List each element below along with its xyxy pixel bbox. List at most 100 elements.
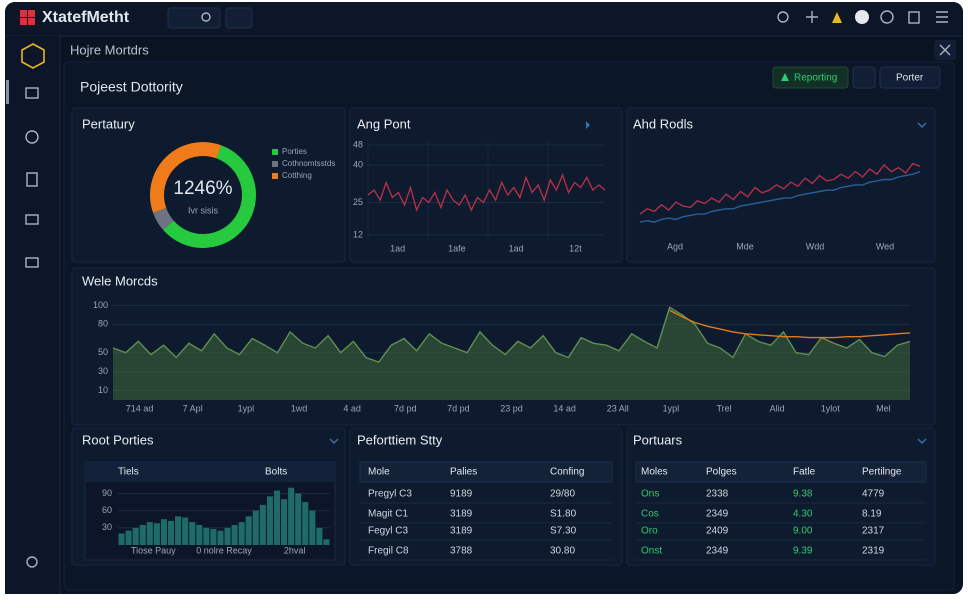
- y-tick-label: 30: [102, 522, 112, 532]
- nav-item[interactable]: [25, 214, 39, 225]
- line: [367, 173, 606, 212]
- breadcrumb: Hojre Mortdrs: [70, 42, 149, 57]
- x-tick-label: 1wd: [291, 403, 308, 413]
- x-tick-label: 1ylot: [821, 403, 841, 413]
- filter-label: Porter: [896, 73, 924, 84]
- bar: [238, 522, 245, 545]
- column-header: Bolts: [265, 467, 287, 478]
- search-box[interactable]: [167, 7, 221, 29]
- menu-button[interactable]: [936, 11, 948, 23]
- table-cell: 2349: [706, 509, 729, 520]
- table-cell: Ons: [641, 489, 659, 500]
- reporting-label: Reporting: [794, 73, 837, 84]
- nav-home[interactable]: [21, 43, 45, 69]
- panel-title: Portuars: [633, 432, 683, 447]
- table-header: [635, 461, 927, 483]
- table-cell: 3189: [450, 509, 473, 520]
- table-cell: 29/80: [550, 489, 575, 500]
- logo: [20, 10, 35, 25]
- x-tick-label: 23 pd: [500, 403, 523, 413]
- table-cell: 2349: [706, 546, 729, 557]
- table-cell: 9.38: [793, 489, 813, 500]
- bar: [153, 523, 160, 545]
- nav-item[interactable]: [26, 172, 38, 187]
- donut-label: Ivr sisis: [188, 205, 218, 215]
- search-button[interactable]: [777, 11, 789, 23]
- x-tick-label: 4 ad: [343, 403, 361, 413]
- panel: [626, 107, 936, 263]
- x-tick-label: 714 ad: [126, 403, 154, 413]
- panel-icon: [917, 438, 927, 444]
- y-tick-label: 100: [93, 300, 108, 310]
- table-cell: 9.39: [793, 546, 813, 557]
- legend-swatch: [272, 161, 278, 167]
- reporting-button[interactable]: [772, 66, 849, 89]
- panel: [71, 107, 346, 263]
- sidebar-active-marker: [6, 80, 9, 104]
- x-tick-label: Agd: [667, 241, 683, 251]
- column-header: Moles: [641, 467, 668, 478]
- info-button[interactable]: [855, 10, 869, 24]
- search-icon[interactable]: [201, 12, 211, 22]
- alert-button[interactable]: [832, 12, 842, 23]
- legend-swatch: [272, 149, 278, 155]
- panel-title: Ahd Rodls: [633, 116, 693, 131]
- x-tick-label: 0 nolre Recay: [196, 545, 252, 555]
- table-cell: 4.30: [793, 509, 813, 520]
- donut-segment: [153, 207, 174, 230]
- donut-segment: [163, 145, 256, 248]
- y-tick-label: 50: [98, 347, 108, 357]
- x-tick-label: 14 ad: [553, 403, 576, 413]
- table-cell: 2317: [862, 526, 885, 537]
- x-tick-label: 7d pd: [447, 403, 470, 413]
- table-cell: Oro: [641, 526, 658, 537]
- x-tick-label: 1afe: [448, 243, 466, 253]
- bar: [217, 530, 224, 545]
- bar: [281, 499, 288, 545]
- table-cell: S7.30: [550, 526, 577, 537]
- panel-icon: [329, 438, 339, 444]
- table-cell: Magit C1: [368, 509, 408, 520]
- y-tick-label: 60: [102, 505, 112, 515]
- y-tick-label: 25: [353, 197, 363, 207]
- line: [669, 309, 911, 339]
- bar: [139, 524, 146, 545]
- area: [113, 307, 910, 400]
- settings-button[interactable]: [908, 11, 920, 24]
- bar: [259, 504, 266, 545]
- grid-button[interactable]: [852, 66, 876, 89]
- filter-dropdown[interactable]: [879, 66, 941, 89]
- add-button[interactable]: [806, 11, 818, 23]
- x-tick-label: 23 All: [607, 403, 629, 413]
- top-icons: [777, 10, 948, 24]
- nav-item[interactable]: [25, 257, 39, 268]
- bar: [295, 493, 302, 545]
- x-tick-label: Tiose Pauy: [131, 545, 176, 555]
- bar: [224, 527, 231, 545]
- x-tick-label: 7 Apl: [183, 403, 203, 413]
- x-tick-label: 1ypl: [663, 403, 680, 413]
- bar: [125, 530, 132, 545]
- table-cell: Cos: [641, 509, 659, 520]
- x-tick-label: Trel: [716, 403, 731, 413]
- nav-item[interactable]: [25, 87, 39, 99]
- page-title: Pojeest Dottority: [80, 79, 183, 95]
- table-cell: Fegyl C3: [368, 526, 408, 537]
- x-tick-label: 12t: [569, 243, 582, 253]
- bar: [167, 520, 175, 545]
- bar: [196, 524, 203, 545]
- panel-title: Ang Pont: [357, 116, 411, 131]
- table-cell: 2319: [862, 546, 885, 557]
- y-tick-label: 10: [98, 385, 108, 395]
- nav-help[interactable]: [26, 556, 38, 568]
- bar: [210, 528, 217, 545]
- table-cell: 9.00: [793, 526, 813, 537]
- clock-button[interactable]: [880, 10, 894, 24]
- donut-value: 1246%: [173, 178, 232, 199]
- table-cell: Fregil C8: [368, 546, 409, 557]
- bar: [118, 533, 125, 545]
- menu-toggle[interactable]: [225, 7, 253, 29]
- nav-item[interactable]: [25, 130, 39, 144]
- bar: [302, 502, 309, 545]
